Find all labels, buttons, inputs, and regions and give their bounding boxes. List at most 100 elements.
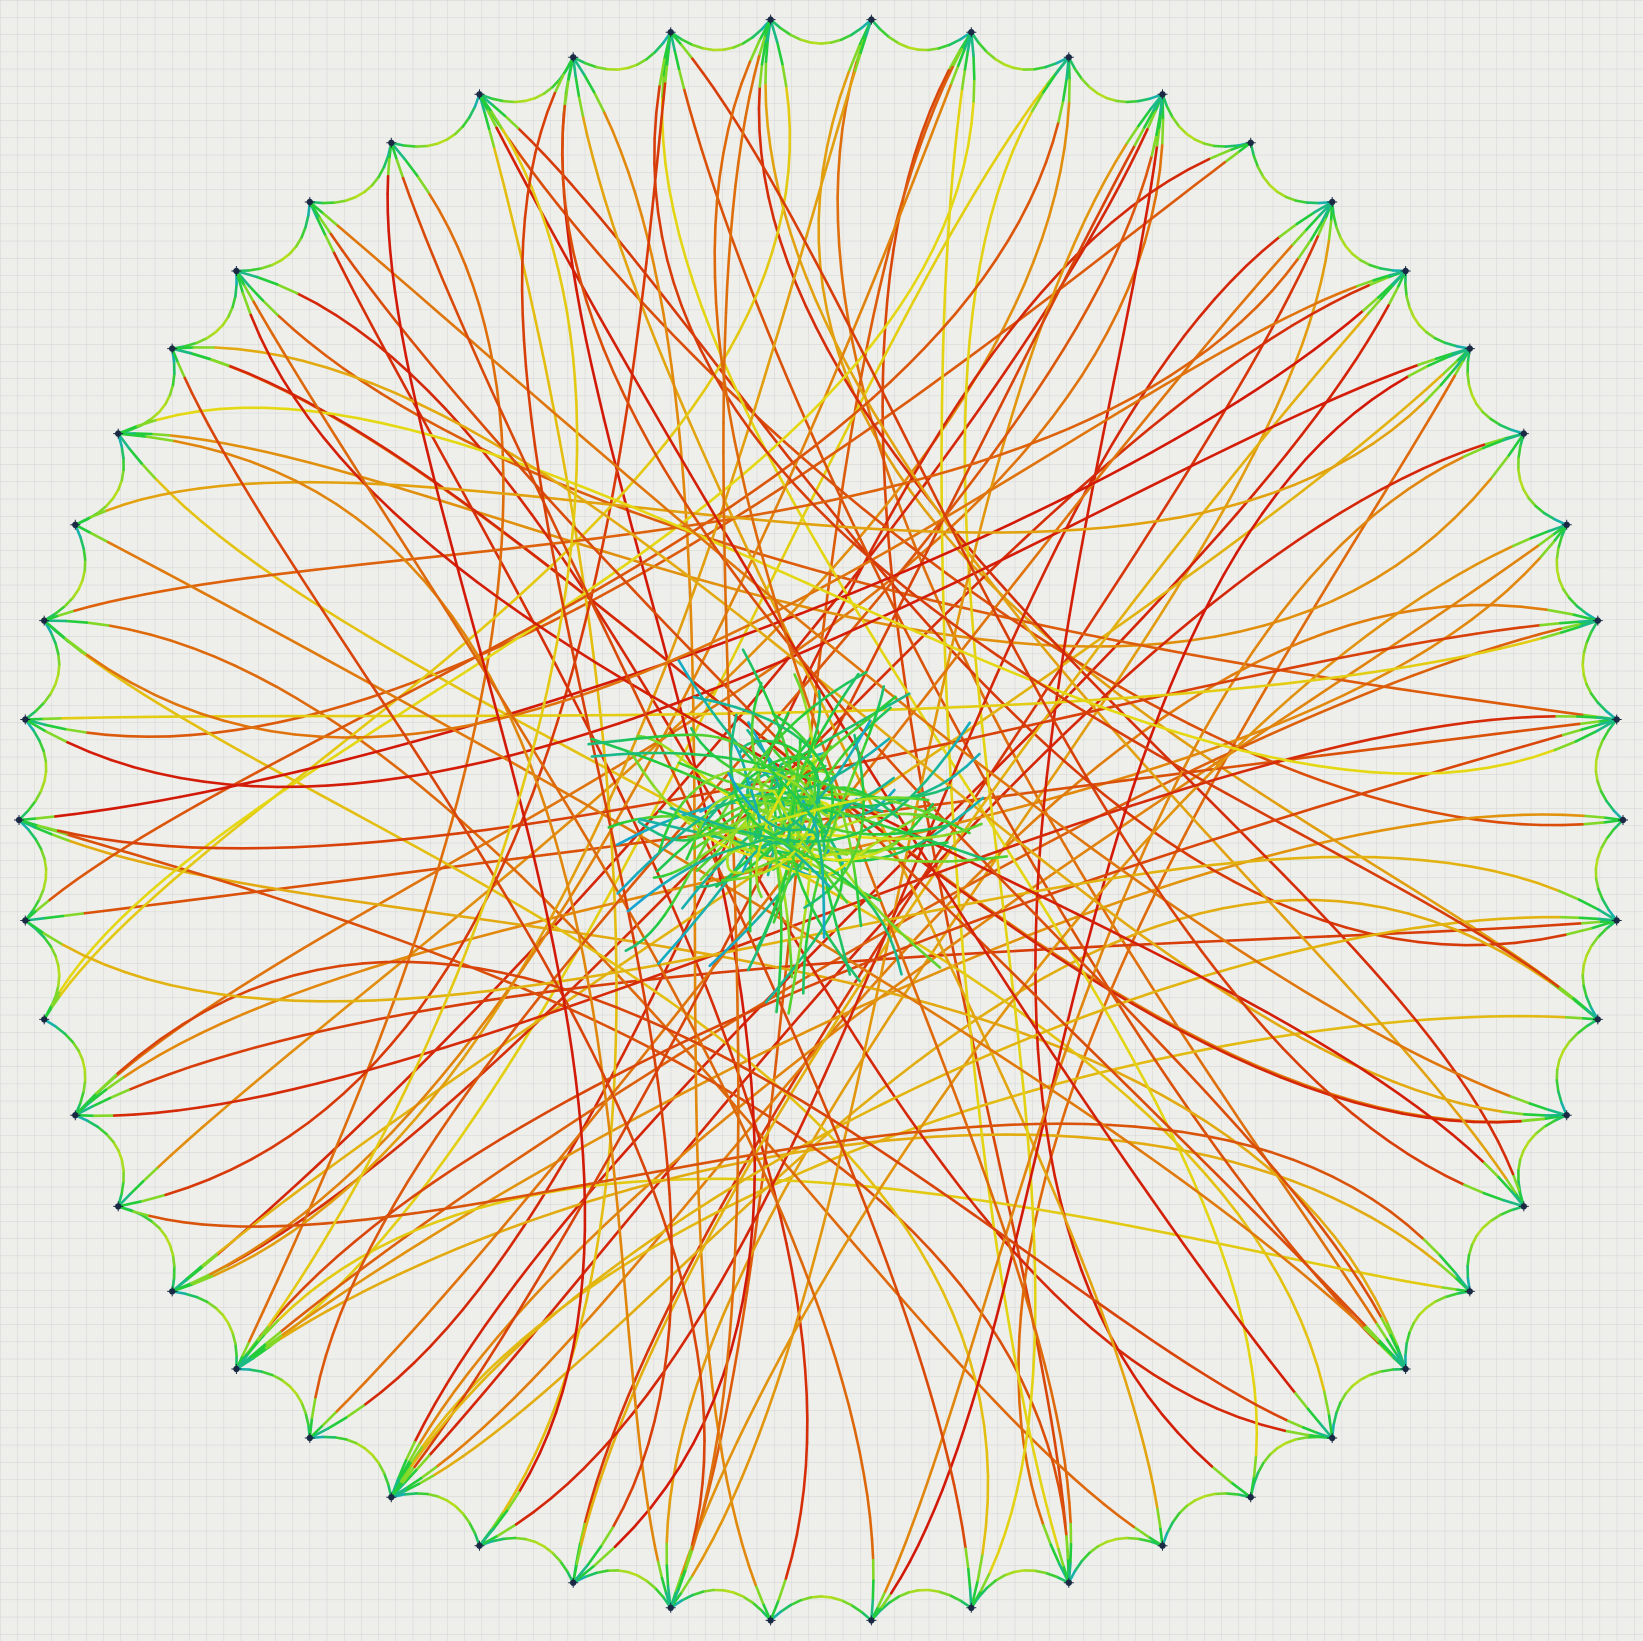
trajectory-segment [1536, 533, 1554, 548]
trajectory-segment [391, 951, 422, 963]
trajectory-segment [1375, 485, 1390, 507]
trajectory-segment [942, 65, 954, 88]
trajectory-segment [1140, 1038, 1158, 1064]
trajectory-segment [56, 663, 61, 676]
trajectory-segment [1299, 910, 1325, 922]
trajectory-segment [168, 733, 193, 738]
trajectory-segment [1519, 1117, 1545, 1123]
trajectory-segment [697, 1195, 702, 1227]
trajectory-segment [219, 1224, 242, 1228]
trajectory-segment [1276, 762, 1302, 775]
trajectory-segment [596, 251, 615, 272]
trajectory-segment [1308, 235, 1320, 256]
trajectory-segment [1433, 1295, 1447, 1304]
trajectory-segment [875, 345, 891, 373]
trajectory-segment [1575, 604, 1588, 615]
trajectory-segment [871, 288, 881, 318]
trajectory-segment [1537, 724, 1561, 731]
trajectory-segment [1226, 1039, 1253, 1047]
trajectory-segment [469, 1389, 487, 1410]
trajectory-segment [501, 495, 505, 521]
trajectory-segment [855, 951, 875, 981]
trajectory-segment [1433, 336, 1447, 345]
trajectory-segment [318, 842, 348, 848]
trajectory-segment [973, 171, 989, 194]
trajectory-segment [804, 304, 818, 329]
trajectory-segment [730, 378, 745, 407]
trajectory-segment [1404, 282, 1408, 298]
trajectory-segment [1250, 1365, 1256, 1391]
trajectory-segment [1098, 999, 1117, 1029]
trajectory-segment [1075, 764, 1101, 785]
trajectory-segment [882, 460, 887, 492]
trajectory-segment [1085, 633, 1115, 642]
trajectory-segment [1220, 392, 1236, 417]
trajectory-segment [1143, 779, 1172, 795]
trajectory-segment [294, 1304, 315, 1321]
trajectory-segment [838, 70, 851, 99]
trajectory-segment [1332, 1411, 1338, 1427]
trajectory-segment [309, 1309, 329, 1322]
trajectory-segment [1421, 458, 1445, 470]
trajectory-segment [1504, 1177, 1517, 1194]
trajectory-segment [379, 1142, 403, 1162]
trajectory-segment [1249, 1036, 1276, 1043]
trajectory-segment [766, 124, 772, 149]
trajectory-segment [1307, 838, 1335, 848]
trajectory-segment [261, 885, 290, 893]
trajectory-segment [1269, 453, 1288, 476]
trajectory-segment [1341, 540, 1356, 562]
trajectory-segment [1437, 1262, 1456, 1279]
trajectory-segment [762, 173, 770, 199]
trajectory-segment [682, 86, 691, 109]
trajectory-segment [1466, 1253, 1471, 1268]
trajectory-segment [691, 280, 703, 308]
trajectory-segment [1190, 1176, 1204, 1204]
trajectory-segment [741, 1290, 749, 1321]
trajectory-segment [1017, 1335, 1021, 1360]
trajectory-segment [289, 984, 317, 997]
trajectory-segment [675, 337, 696, 358]
trajectory-segment [1268, 310, 1283, 333]
trajectory-segment [320, 1190, 343, 1208]
trajectory-segment [1201, 1200, 1214, 1228]
trajectory-segment [462, 427, 483, 451]
trajectory-segment [1397, 879, 1420, 894]
trajectory-segment [1246, 1189, 1264, 1212]
trajectory-segment [1171, 1512, 1181, 1524]
trajectory-segment [513, 1262, 533, 1286]
trajectory-segment [487, 1354, 506, 1372]
trajectory-segment [604, 199, 614, 226]
trajectory-segment [1149, 193, 1158, 220]
trajectory-segment [1113, 1069, 1141, 1085]
trajectory-segment [476, 1268, 496, 1292]
trajectory-segment [838, 1008, 865, 1030]
trajectory-segment [1193, 1495, 1206, 1502]
trajectory-segment [839, 582, 858, 612]
trajectory-segment [417, 1474, 435, 1486]
trajectory-segment [1246, 1342, 1253, 1369]
trajectory-segment [502, 921, 535, 932]
trajectory-segment [1332, 833, 1360, 842]
trajectory-segment [247, 284, 265, 302]
trajectory-segment [772, 167, 781, 192]
trajectory-segment [922, 849, 942, 878]
trajectory-segment [595, 1288, 616, 1311]
trajectory-segment [1256, 1461, 1265, 1475]
trajectory-segment [334, 313, 357, 330]
trajectory-segment [735, 715, 763, 738]
trajectory-segment [978, 703, 1006, 724]
trajectory-segment [1065, 818, 1095, 835]
trajectory-segment [642, 302, 662, 323]
trajectory-segment [612, 874, 617, 906]
trajectory-segment [1434, 902, 1456, 917]
trajectory-segment [63, 727, 87, 734]
trajectory-segment [692, 354, 713, 375]
trajectory-segment [1041, 1370, 1049, 1398]
trajectory-segment [1470, 393, 1478, 406]
trajectory-segment [951, 47, 964, 69]
trajectory-segment [409, 1446, 424, 1465]
trajectory-segment [996, 743, 1021, 769]
trajectory-segment [721, 711, 755, 716]
trajectory-segment [885, 481, 905, 507]
